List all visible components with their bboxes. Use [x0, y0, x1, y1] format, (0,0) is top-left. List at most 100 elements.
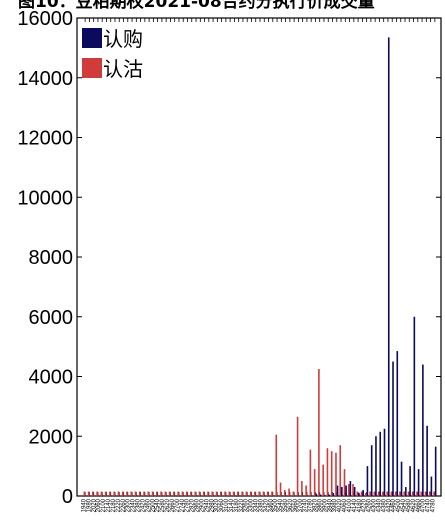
x-tick-label: 2300 — [126, 498, 132, 512]
y-tick-label: 0 — [62, 486, 73, 508]
put-bar — [313, 469, 316, 496]
y-tick-label: 16000 — [17, 8, 73, 30]
x-tick-label: 3700 — [298, 498, 304, 512]
x-tick-label: 2740 — [180, 498, 186, 512]
x-tick-label: 3860 — [317, 498, 323, 512]
put-bar — [113, 491, 115, 496]
legend-swatch — [82, 58, 102, 78]
put-bar — [373, 491, 376, 496]
x-tick-label: 2180 — [111, 498, 117, 512]
put-bar — [109, 491, 111, 496]
put-bar — [177, 491, 179, 496]
put-bar — [339, 445, 342, 496]
put-bar — [249, 491, 252, 496]
put-bar — [245, 491, 248, 496]
put-bar — [262, 491, 265, 496]
x-tick-label: 2580 — [160, 498, 166, 512]
put-bar — [411, 491, 414, 496]
put-bar — [126, 491, 128, 496]
x-tick-label: 4220 — [362, 498, 368, 512]
put-bar — [220, 491, 222, 496]
x-tick-label: 3980 — [332, 498, 338, 512]
put-bar — [318, 369, 320, 496]
call-bar — [323, 495, 326, 496]
x-tick-label: 2940 — [204, 498, 210, 512]
x-tick-label: 4260 — [367, 498, 373, 512]
call-bar — [336, 485, 339, 496]
put-bar — [356, 491, 359, 496]
put-bar — [232, 491, 235, 496]
put-bar — [326, 448, 329, 496]
put-bar — [433, 491, 435, 496]
put-bar — [104, 491, 107, 496]
x-tick-label: 4380 — [381, 498, 387, 512]
put-bar — [292, 491, 295, 496]
put-bar — [83, 491, 86, 496]
call-bar — [387, 37, 390, 496]
x-tick-label: 3340 — [254, 498, 260, 512]
y-tick-label: 2000 — [29, 426, 74, 448]
put-bar — [96, 491, 98, 496]
put-bar — [87, 491, 90, 496]
x-tick-label: 2860 — [195, 498, 201, 512]
x-tick-label: 3900 — [322, 498, 328, 512]
call-bar — [349, 481, 352, 496]
call-bar — [319, 494, 322, 496]
put-bar — [360, 491, 363, 496]
call-bar — [332, 493, 335, 496]
x-tick-label: 4300 — [372, 498, 378, 512]
put-bar — [322, 464, 324, 496]
x-tick-label: 2500 — [150, 498, 156, 512]
put-bar — [143, 491, 145, 496]
x-tick-label: 3060 — [219, 498, 225, 512]
call-bar — [405, 487, 407, 496]
call-bar — [315, 493, 318, 496]
put-bar — [211, 491, 214, 496]
x-tick-label: 4060 — [342, 498, 348, 512]
y-tick-label: 6000 — [29, 307, 74, 329]
x-tick-label: 3740 — [303, 498, 309, 512]
x-tick-label: 3500 — [273, 498, 279, 512]
put-bar — [215, 491, 218, 496]
put-bar — [343, 469, 346, 496]
put-bar — [301, 481, 303, 496]
put-bar — [100, 491, 103, 496]
put-bar — [279, 482, 282, 496]
call-bar — [362, 490, 364, 496]
call-bar — [434, 446, 437, 496]
call-bar — [358, 493, 360, 496]
x-tick-label: 3940 — [327, 498, 333, 512]
axes: 0 2000 4000 6000 8000 10000 12000 14000 16000 194… — [17, 8, 442, 512]
put-bar — [382, 491, 384, 496]
x-tick-label: 2900 — [199, 498, 205, 512]
x-tick-label: 2020 — [91, 498, 97, 512]
x-tick-label: 3380 — [258, 498, 264, 512]
put-bar — [134, 491, 137, 496]
x-tick-label: 4740 — [426, 498, 432, 512]
call-bar — [392, 361, 394, 496]
x-tick-label: 2820 — [190, 498, 196, 512]
put-bar — [190, 491, 192, 496]
x-tick-label: 2060 — [96, 498, 102, 512]
x-tick-label: 2420 — [140, 498, 146, 512]
put-bar — [283, 490, 286, 496]
x-tick-label: 2460 — [145, 498, 151, 512]
put-bar — [181, 491, 184, 496]
x-tick-label: 4780 — [431, 498, 437, 512]
x-tick-label: 3100 — [224, 498, 230, 512]
put-bar — [424, 491, 427, 496]
put-bar — [228, 491, 231, 496]
x-tick-label: 4660 — [416, 498, 422, 512]
put-bar — [254, 491, 256, 496]
call-bar — [396, 351, 399, 496]
x-tick-label: 3540 — [278, 498, 284, 512]
put-bar — [117, 491, 120, 496]
call-bar — [383, 428, 386, 496]
put-bar — [130, 491, 133, 496]
put-bar — [185, 491, 188, 496]
put-bar — [92, 491, 94, 496]
x-tick-label: 2540 — [155, 498, 161, 512]
put-bar — [420, 491, 423, 496]
